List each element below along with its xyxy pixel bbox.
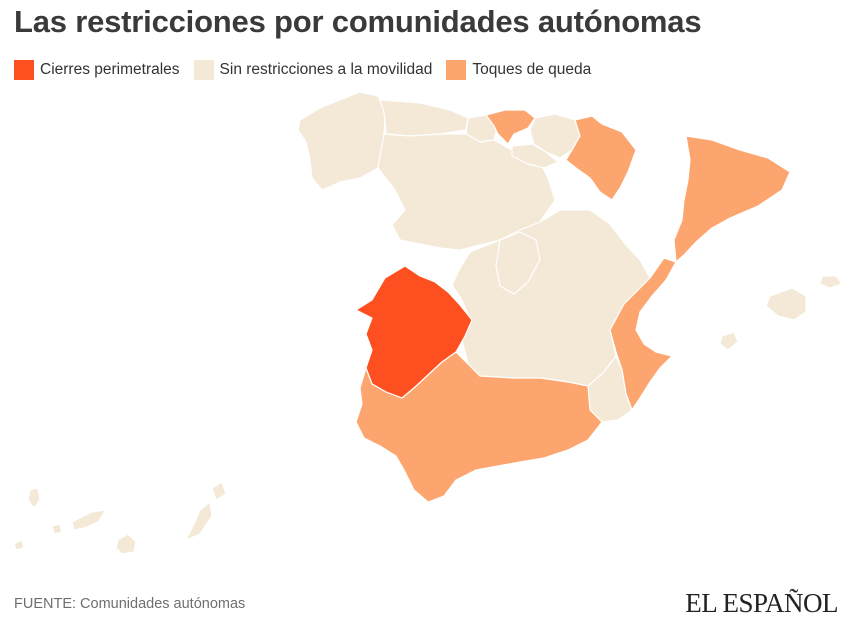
legend-swatch-cierres bbox=[14, 60, 34, 80]
region-valencia bbox=[609, 257, 677, 411]
legend-item-toques: Toques de queda bbox=[446, 60, 591, 80]
region-canarias-fuerteventura bbox=[185, 501, 213, 541]
region-cataluna bbox=[673, 135, 791, 263]
legend-item-cierres: Cierres perimetrales bbox=[14, 60, 180, 80]
region-galicia bbox=[297, 91, 386, 191]
el-espanol-logo: EL ESPAÑOL bbox=[685, 588, 838, 618]
region-aragon bbox=[565, 115, 637, 201]
region-canarias-lanzarote bbox=[211, 481, 227, 501]
region-canarias-la-gomera bbox=[51, 523, 63, 535]
region-baleares-mallorca bbox=[765, 287, 807, 321]
legend-label-sin-restricciones: Sin restricciones a la movilidad bbox=[219, 61, 433, 78]
legend-label-toques: Toques de queda bbox=[472, 61, 592, 78]
legend: Cierres perimetrales Sin restricciones a… bbox=[14, 60, 591, 80]
legend-swatch-sin-restricciones bbox=[193, 60, 214, 80]
region-baleares-menorca bbox=[819, 275, 843, 289]
region-la-rioja bbox=[511, 143, 559, 169]
legend-item-sin-restricciones: Sin restricciones a la movilidad bbox=[193, 60, 433, 80]
region-asturias bbox=[379, 99, 469, 137]
legend-swatch-toques bbox=[446, 60, 467, 80]
region-andalucia bbox=[355, 351, 603, 503]
region-baleares-ibiza bbox=[719, 331, 739, 351]
region-madrid bbox=[495, 231, 541, 295]
region-pais-vasco bbox=[485, 109, 536, 145]
region-canarias-el-hierro bbox=[13, 539, 25, 551]
region-canarias-gran-canaria bbox=[115, 533, 137, 555]
spain-map bbox=[13, 91, 843, 555]
region-navarra bbox=[529, 113, 581, 159]
region-canarias-la-palma bbox=[27, 487, 41, 509]
source-note: FUENTE: Comunidades autónomas bbox=[14, 596, 246, 612]
region-canarias-tenerife bbox=[71, 509, 107, 531]
chart-title: Las restricciones por comunidades autóno… bbox=[14, 4, 702, 39]
legend-label-cierres: Cierres perimetrales bbox=[40, 61, 180, 78]
